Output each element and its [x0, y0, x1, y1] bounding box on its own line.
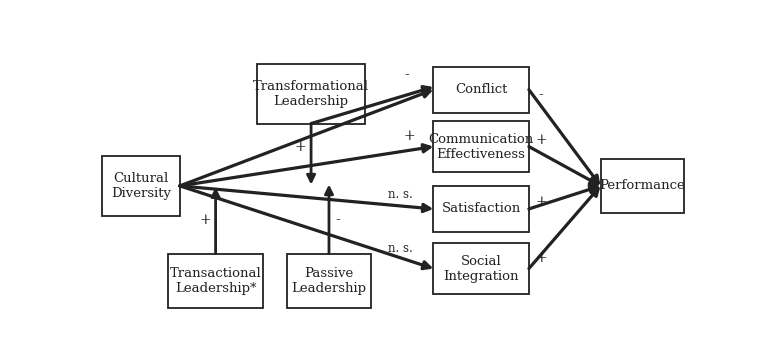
Text: +: +	[199, 213, 211, 227]
Text: n. s.: n. s.	[388, 188, 413, 201]
Text: -: -	[404, 68, 409, 82]
Text: Transformational
Leadership: Transformational Leadership	[253, 80, 369, 108]
Text: -: -	[538, 88, 543, 102]
FancyBboxPatch shape	[434, 67, 529, 113]
Text: +: +	[403, 129, 415, 143]
Text: -: -	[336, 213, 340, 227]
FancyBboxPatch shape	[287, 254, 371, 308]
FancyBboxPatch shape	[434, 186, 529, 232]
FancyBboxPatch shape	[168, 254, 263, 308]
Text: +: +	[535, 251, 547, 265]
Text: +: +	[295, 140, 306, 153]
Text: Conflict: Conflict	[455, 83, 507, 96]
FancyBboxPatch shape	[434, 121, 529, 172]
Text: Satisfaction: Satisfaction	[441, 202, 521, 215]
Text: Passive
Leadership: Passive Leadership	[292, 267, 367, 295]
Text: Communication
Effectiveness: Communication Effectiveness	[429, 133, 534, 161]
FancyBboxPatch shape	[102, 156, 180, 216]
Text: Cultural
Diversity: Cultural Diversity	[111, 172, 171, 200]
Text: n. s.: n. s.	[388, 242, 413, 255]
FancyBboxPatch shape	[257, 64, 365, 124]
Text: Performance: Performance	[599, 180, 685, 193]
Text: Transactional
Leadership*: Transactional Leadership*	[169, 267, 262, 295]
Text: Social
Integration: Social Integration	[444, 254, 519, 283]
Text: +: +	[535, 195, 547, 209]
Text: +: +	[535, 133, 547, 147]
FancyBboxPatch shape	[434, 243, 529, 294]
FancyBboxPatch shape	[601, 159, 684, 213]
